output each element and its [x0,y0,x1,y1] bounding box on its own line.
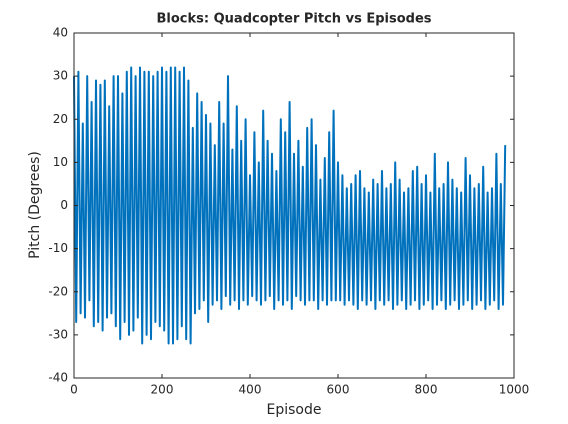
y-tick-label: 10 [53,155,68,169]
data-line [73,66,507,345]
y-tick-label: 40 [53,26,68,40]
y-tick-label: -20 [48,284,68,298]
x-tick-label: 400 [239,383,262,397]
x-tick-label: 200 [151,383,174,397]
y-tick-label: -10 [48,241,68,255]
y-tick-label: 0 [60,198,68,212]
x-tick-label: 1000 [499,383,530,397]
y-tick-label: 30 [53,69,68,83]
x-tick-label: 0 [70,383,78,397]
y-tick-label: -40 [48,371,68,385]
x-axis-label: Episode [267,402,322,418]
y-tick-label: -30 [48,327,68,341]
x-tick-label: 600 [327,383,350,397]
y-tick-label: 20 [53,112,68,126]
x-tick-label: 800 [415,383,438,397]
chart-title: Blocks: Quadcopter Pitch vs Episodes [157,12,432,27]
y-axis-label: Pitch (Degrees) [27,151,43,259]
